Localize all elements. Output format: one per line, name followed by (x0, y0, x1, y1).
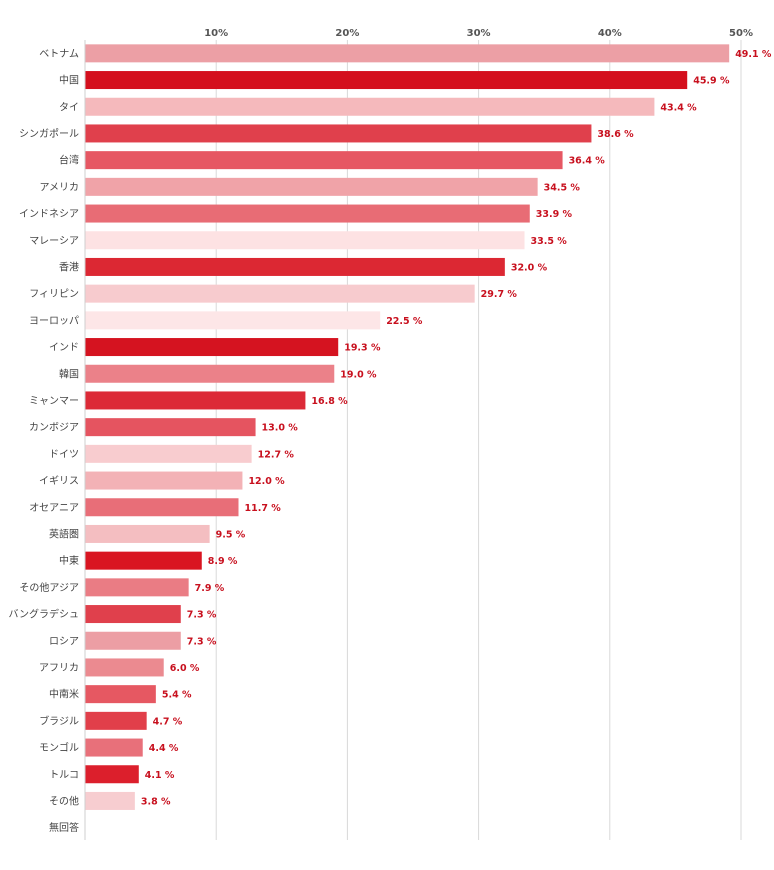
bar (85, 551, 202, 570)
category-label: 中東 (59, 554, 79, 567)
value-label: 5.4 % (162, 690, 192, 701)
value-label: 29.7 % (481, 289, 518, 300)
bar (85, 231, 525, 250)
tick-label: 30% (467, 28, 491, 39)
bar (85, 177, 538, 196)
bar (85, 524, 210, 543)
category-label: モンゴル (39, 741, 79, 754)
category-label: トルコ (49, 770, 79, 781)
bar (85, 364, 335, 383)
grid-lines (215, 40, 742, 840)
value-label: 4.1 % (145, 770, 175, 781)
category-label: 香港 (59, 261, 79, 273)
bar (85, 578, 189, 597)
bar (85, 631, 181, 650)
bar (85, 711, 147, 730)
value-label: 12.0 % (248, 476, 285, 487)
value-label: 8.9 % (208, 556, 238, 567)
category-label: 台湾 (59, 154, 79, 167)
category-label: シンガポール (19, 128, 79, 140)
category-label: フィリピン (29, 288, 79, 300)
value-label: 43.4 % (660, 102, 697, 113)
value-label: 9.5 % (216, 529, 246, 540)
bar (85, 391, 306, 410)
category-label: その他 (49, 794, 79, 807)
value-label: 19.3 % (344, 343, 381, 354)
category-label: 無回答 (49, 821, 79, 834)
value-label: 12.7 % (258, 449, 295, 460)
bar (85, 791, 135, 810)
category-label: オセアニア (29, 502, 79, 514)
bar (85, 284, 475, 303)
category-labels: ベトナム中国タイシンガポール台湾アメリカインドネシアマレーシア香港フィリピンヨー… (9, 48, 80, 834)
value-label: 4.7 % (153, 716, 183, 727)
value-label: 4.4 % (149, 743, 179, 754)
bar (85, 44, 730, 63)
category-label: ベトナム (39, 48, 79, 60)
value-label: 16.8 % (311, 396, 348, 407)
category-label: ドイツ (49, 449, 79, 460)
category-label: その他アジア (19, 581, 79, 594)
value-label: 3.8 % (141, 796, 171, 807)
bar (85, 498, 239, 517)
category-label: アメリカ (40, 181, 80, 193)
value-label: 45.9 % (693, 76, 730, 87)
category-label: イギリス (39, 475, 79, 487)
value-label: 33.9 % (536, 209, 573, 220)
value-label: 11.7 % (245, 503, 282, 514)
bar (85, 204, 530, 223)
category-label: 英語圏 (49, 527, 79, 540)
tick-label: 50% (729, 28, 753, 39)
x-axis-ticks: 10% 20% 30% 40% 50% (204, 28, 753, 39)
bar (85, 765, 139, 784)
value-label: 36.4 % (569, 156, 606, 167)
category-label: 中国 (59, 74, 79, 87)
value-label: 32.0 % (511, 262, 548, 273)
tick-label: 20% (335, 28, 359, 39)
value-label: 34.5 % (544, 182, 581, 193)
category-label: タイ (59, 101, 79, 113)
value-label: 19.0 % (340, 369, 377, 380)
category-label: 韓国 (59, 368, 79, 380)
category-label: マレーシア (29, 236, 79, 247)
category-label: カンボジア (29, 422, 79, 434)
bar (85, 658, 164, 677)
bar (85, 71, 688, 90)
category-label: インドネシア (19, 208, 79, 220)
bar (85, 444, 252, 463)
value-label: 7.3 % (187, 610, 217, 621)
bar (85, 311, 381, 330)
bar (85, 124, 592, 143)
bar (85, 685, 156, 704)
value-label: 7.9 % (195, 583, 225, 594)
bar (85, 471, 243, 490)
value-label: 22.5 % (386, 316, 423, 327)
value-label: 49.1 % (735, 49, 772, 60)
category-label: ロシア (49, 636, 79, 647)
value-label: 38.6 % (597, 129, 634, 140)
bars (85, 44, 730, 810)
value-label: 6.0 % (170, 663, 200, 674)
value-label: 7.3 % (187, 636, 217, 647)
bar (85, 97, 655, 116)
tick-label: 10% (204, 28, 228, 39)
category-label: 中南米 (49, 688, 79, 701)
bar (85, 257, 505, 276)
category-label: バングラデシュ (9, 608, 80, 621)
value-labels: 49.1 % 45.9 % 43.4 % 38.6 % 36.4 % 34.5 % 33.9… (141, 49, 772, 808)
category-label: ヨーロッパ (29, 315, 79, 327)
bar (85, 605, 181, 624)
category-label: ブラジル (39, 714, 79, 727)
value-label: 33.5 % (531, 236, 568, 247)
bar (85, 338, 339, 357)
tick-label: 40% (598, 28, 622, 39)
category-label: インド (49, 343, 79, 354)
bar (85, 418, 256, 437)
category-label: ミャンマー (29, 396, 79, 407)
category-label: アフリカ (39, 662, 79, 674)
bar (85, 151, 563, 170)
bar (85, 738, 143, 757)
value-label: 13.0 % (262, 423, 299, 434)
